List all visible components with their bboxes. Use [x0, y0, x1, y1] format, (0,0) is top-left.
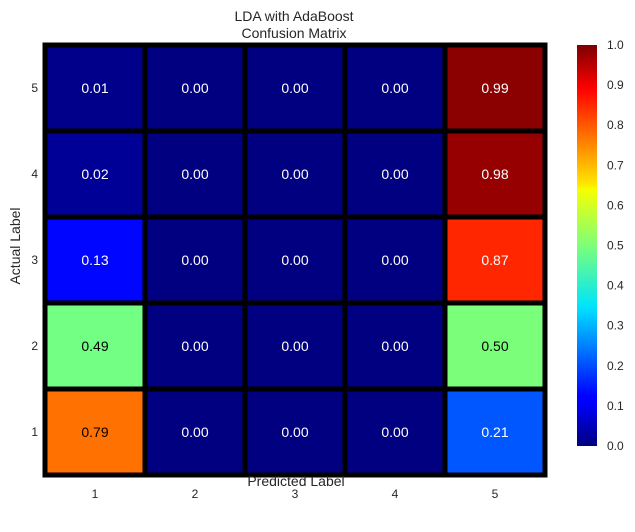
cell-value-label: 0.00	[381, 338, 408, 354]
heatmap-cell	[42, 300, 148, 392]
cell-value-label: 0.00	[381, 424, 408, 440]
x-tick-label: 3	[292, 487, 299, 501]
x-tick-label: 2	[192, 487, 199, 501]
x-axis-label: Predicted Label	[247, 473, 344, 489]
cell-value-label: 0.00	[181, 252, 208, 268]
cell-value-label: 0.00	[181, 80, 208, 96]
heatmap-cell	[442, 386, 548, 478]
cell-value-label: 0.87	[481, 252, 508, 268]
cell-value-label: 0.13	[81, 252, 108, 268]
heatmap-cell	[242, 128, 348, 220]
colorbar: 0.0 0.1 0.2 0.3 0.4 0.5 0.6 0.7 0.8 0.9 1.0	[577, 38, 624, 453]
cell-value-label: 0.02	[81, 166, 108, 182]
cell-value-label: 0.79	[81, 424, 108, 440]
y-tick-label: 5	[31, 81, 38, 95]
heatmap-cell	[242, 386, 348, 478]
colorbar-tick-label: 0.1	[607, 399, 624, 413]
cell-value-label: 0.00	[181, 338, 208, 354]
cell-value-label: 0.00	[381, 166, 408, 182]
colorbar-ticks: 0.0 0.1 0.2 0.3 0.4 0.5 0.6 0.7 0.8 0.9 1.0	[607, 38, 624, 453]
heatmap-cell	[342, 300, 448, 392]
heatmap-cell	[442, 128, 548, 220]
y-tick-label: 2	[31, 339, 38, 353]
cell-value-label: 0.00	[281, 424, 308, 440]
y-tick-label: 4	[31, 167, 38, 181]
heatmap-cells: 0.01 0.00 0.00 0.00 0.99 0.02 0.00 0.00 0.00 0.98…	[42, 42, 548, 478]
x-tick-label: 1	[92, 487, 99, 501]
cell-value-label: 0.00	[381, 80, 408, 96]
cell-value-label: 0.21	[481, 424, 508, 440]
cell-value-label: 0.00	[281, 252, 308, 268]
colorbar-tick-label: 1.0	[607, 38, 624, 52]
colorbar-tick-label: 0.4	[607, 279, 624, 293]
cell-value-label: 0.99	[481, 80, 508, 96]
chart-title: LDA with AdaBoost	[234, 8, 353, 24]
y-axis-ticks: 5 4 3 2 1	[31, 81, 38, 439]
cell-value-label: 0.50	[481, 338, 508, 354]
x-axis-ticks: 1 2 3 4 5	[92, 487, 499, 501]
cell-value-label: 0.00	[281, 166, 308, 182]
cell-value-label: 0.00	[281, 338, 308, 354]
heatmap-cell	[142, 300, 248, 392]
colorbar-tick-label: 0.8	[607, 118, 624, 132]
colorbar-tick-label: 0.9	[607, 78, 624, 92]
colorbar-gradient	[577, 45, 597, 446]
cell-value-label: 0.00	[181, 166, 208, 182]
cell-value-label: 0.00	[281, 80, 308, 96]
y-axis-label: Actual Label	[7, 207, 23, 284]
heatmap-cell	[442, 300, 548, 392]
cell-value-label: 0.98	[481, 166, 508, 182]
cell-value-label: 0.49	[81, 338, 108, 354]
colorbar-tick-label: 0.0	[607, 439, 624, 453]
colorbar-tick-label: 0.7	[607, 158, 624, 172]
colorbar-tick-label: 0.3	[607, 319, 624, 333]
cell-value-label: 0.00	[381, 252, 408, 268]
y-tick-label: 3	[31, 253, 38, 267]
cell-value-label: 0.01	[81, 80, 108, 96]
heatmap-cell	[42, 386, 148, 478]
colorbar-tick-label: 0.2	[607, 359, 624, 373]
colorbar-tick-label: 0.5	[607, 239, 624, 253]
x-tick-label: 4	[392, 487, 399, 501]
y-tick-label: 1	[31, 425, 38, 439]
cell-value-label: 0.00	[181, 424, 208, 440]
chart-subtitle: Confusion Matrix	[241, 25, 346, 41]
colorbar-tick-label: 0.6	[607, 198, 624, 212]
x-tick-label: 5	[492, 487, 499, 501]
